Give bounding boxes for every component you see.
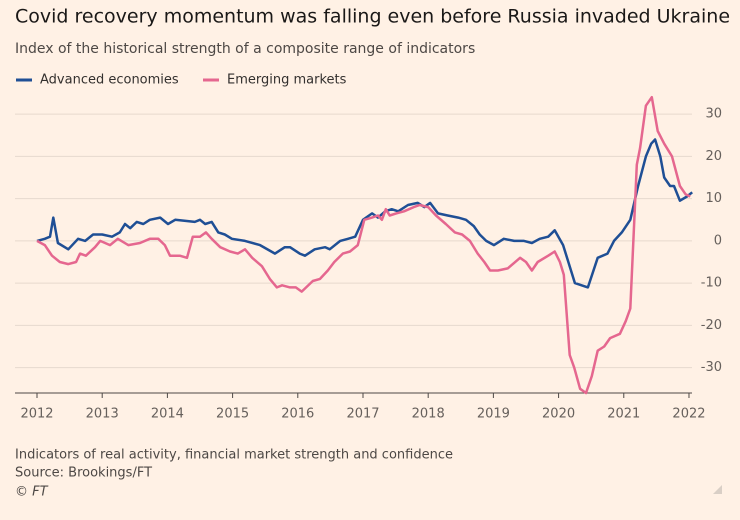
x-tick-label: 2015 — [216, 407, 249, 422]
x-tick-label: 2012 — [20, 407, 53, 422]
series-line — [36, 95, 691, 395]
resize-icon — [713, 485, 722, 494]
x-tick-label: 2019 — [477, 407, 510, 422]
y-tick-label: 30 — [705, 107, 722, 122]
x-tick-label: 2020 — [542, 407, 575, 422]
x-tick-label: 2017 — [346, 407, 379, 422]
y-tick-label: 20 — [705, 149, 722, 164]
legend-label: Advanced economies — [40, 73, 179, 88]
x-tick-label: 2018 — [412, 407, 445, 422]
x-tick-label: 2022 — [672, 407, 705, 422]
y-tick-label: 10 — [705, 191, 722, 206]
chart-subtitle: Index of the historical strength of a co… — [15, 41, 475, 57]
series-line — [36, 138, 693, 289]
y-tick-label: -20 — [701, 318, 722, 333]
chart-title: Covid recovery momentum was falling even… — [15, 6, 730, 28]
y-tick-label: 0 — [714, 233, 722, 248]
x-tick-label: 2014 — [151, 407, 184, 422]
y-tick-label: -10 — [701, 276, 722, 291]
source: Source: Brookings/FT — [15, 466, 152, 481]
y-tick-label: -30 — [701, 360, 722, 375]
copyright: © FT — [15, 485, 49, 500]
note: Indicators of real activity, financial m… — [15, 448, 453, 463]
x-tick-label: 2021 — [607, 407, 640, 422]
legend-label: Emerging markets — [227, 73, 347, 88]
x-tick-label: 2016 — [281, 407, 314, 422]
x-tick-label: 2013 — [86, 407, 119, 422]
